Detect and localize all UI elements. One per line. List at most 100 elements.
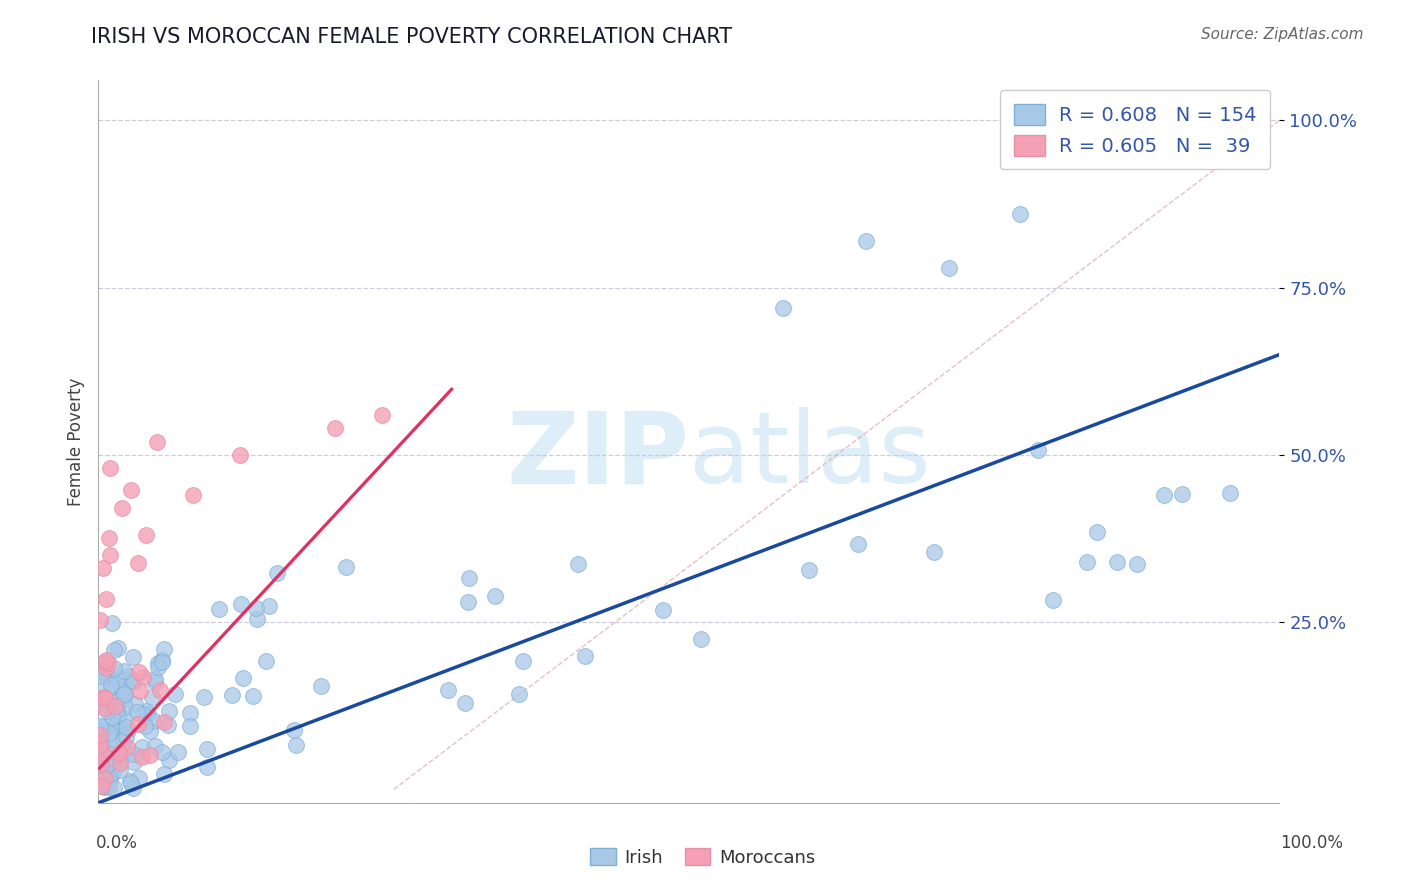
Point <box>89 749 111 764</box>
Point <box>143 672 166 686</box>
Point <box>89 738 111 752</box>
Point <box>1026 442 1049 457</box>
Point <box>94 653 117 667</box>
Y-axis label: Female Poverty: Female Poverty <box>66 377 84 506</box>
Point <box>91 696 114 710</box>
Point <box>221 689 243 703</box>
Point <box>120 483 142 498</box>
Point <box>134 719 156 733</box>
Point <box>150 653 173 667</box>
Text: 0.0%: 0.0% <box>96 834 138 852</box>
Point <box>1153 488 1175 502</box>
Point <box>1126 557 1149 571</box>
Point <box>122 649 145 664</box>
Text: 100.0%: 100.0% <box>1279 834 1343 852</box>
Point <box>110 672 132 686</box>
Point <box>652 602 675 616</box>
Point <box>283 723 305 737</box>
Point <box>1076 555 1098 569</box>
Point <box>135 705 157 719</box>
Point <box>105 704 128 718</box>
Point <box>96 592 118 607</box>
Point <box>114 745 136 759</box>
Point <box>1171 486 1194 500</box>
Point <box>922 545 945 559</box>
Point <box>94 655 117 669</box>
Point <box>89 728 111 742</box>
Point <box>101 752 124 766</box>
Point <box>91 560 114 574</box>
Point <box>94 666 117 681</box>
Point <box>128 665 150 679</box>
Point <box>1042 592 1064 607</box>
Point <box>124 697 146 711</box>
Point <box>101 615 124 630</box>
Point <box>245 601 267 615</box>
Point <box>197 759 219 773</box>
Point <box>112 665 135 679</box>
Point <box>117 668 139 682</box>
Point <box>89 779 111 793</box>
Point <box>107 746 129 760</box>
Point <box>136 706 159 721</box>
Point <box>148 656 170 670</box>
Text: atlas: atlas <box>689 408 931 505</box>
Point <box>90 694 112 708</box>
Point <box>103 671 125 685</box>
Point <box>159 704 181 718</box>
Point <box>107 708 129 723</box>
Point <box>93 780 115 794</box>
Point <box>90 669 112 683</box>
Point <box>797 563 820 577</box>
Point <box>108 756 131 770</box>
Point <box>108 763 131 777</box>
Point <box>97 757 120 772</box>
Point <box>105 722 128 736</box>
Point <box>89 759 111 773</box>
Point <box>311 679 333 693</box>
Point <box>242 689 264 703</box>
Point <box>143 739 166 753</box>
Point <box>139 723 162 738</box>
Point <box>98 548 121 563</box>
Point <box>208 601 231 615</box>
Point <box>153 641 176 656</box>
Point <box>96 779 118 793</box>
Point <box>574 648 596 663</box>
Point <box>96 704 118 718</box>
Point <box>110 687 132 701</box>
Point <box>156 718 179 732</box>
Legend: Irish, Moroccans: Irish, Moroccans <box>583 841 823 874</box>
Point <box>458 570 481 584</box>
Text: Source: ZipAtlas.com: Source: ZipAtlas.com <box>1201 27 1364 42</box>
Point <box>938 260 960 275</box>
Point <box>153 714 176 729</box>
Point <box>1008 207 1031 221</box>
Point <box>90 745 112 759</box>
Point <box>132 706 155 721</box>
Point <box>91 740 114 755</box>
Point <box>567 558 589 572</box>
Point <box>181 488 204 502</box>
Point <box>93 771 115 785</box>
Point <box>90 696 112 710</box>
Point <box>114 688 136 702</box>
Point <box>107 756 129 770</box>
Point <box>101 704 124 718</box>
Point <box>93 691 115 706</box>
Point <box>121 780 143 795</box>
Point <box>89 772 111 786</box>
Point <box>141 690 163 704</box>
Point <box>90 756 112 771</box>
Point <box>335 559 357 574</box>
Point <box>150 745 173 759</box>
Point <box>89 752 111 766</box>
Point <box>90 729 112 743</box>
Point <box>89 719 111 733</box>
Point <box>132 670 155 684</box>
Point <box>266 566 288 581</box>
Point <box>115 712 138 726</box>
Point <box>96 661 118 675</box>
Point <box>121 674 143 689</box>
Point <box>103 780 125 795</box>
